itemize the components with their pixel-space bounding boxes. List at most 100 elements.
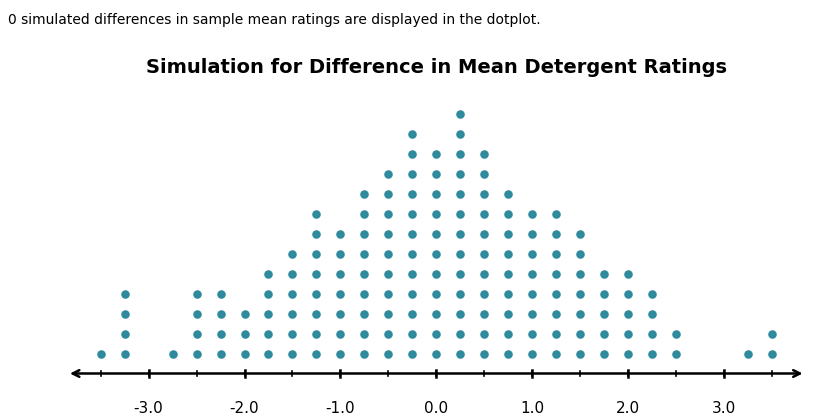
Point [597,350,611,357]
Point [405,270,419,277]
Point [334,290,347,297]
Point [622,350,635,357]
Point [430,150,443,157]
Point [405,190,419,197]
Point [94,350,107,357]
Point [454,111,467,117]
Point [310,230,323,237]
Point [502,230,515,237]
Point [430,310,443,317]
Point [382,171,395,177]
Point [118,310,132,317]
Point [454,350,467,357]
Point [382,270,395,277]
Point [502,310,515,317]
Point [405,330,419,337]
Point [405,290,419,297]
Point [118,330,132,337]
Point [477,230,491,237]
Point [405,230,419,237]
Point [310,310,323,317]
Point [550,270,563,277]
Point [382,230,395,237]
Point [622,330,635,337]
Point [454,190,467,197]
Point [477,250,491,257]
Point [430,290,443,297]
Point [525,250,539,257]
Point [405,310,419,317]
Point [310,270,323,277]
Point [550,210,563,217]
Point [645,310,659,317]
Point [286,310,300,317]
Point [525,350,539,357]
Point [454,270,467,277]
Point [741,350,754,357]
Point [405,210,419,217]
Point [573,350,586,357]
Point [502,290,515,297]
Point [357,350,371,357]
Point [454,230,467,237]
Point [310,250,323,257]
Point [430,210,443,217]
Point [286,290,300,297]
Point [334,250,347,257]
Title: Simulation for Difference in Mean Detergent Ratings: Simulation for Difference in Mean Deterg… [146,58,727,77]
Point [286,350,300,357]
Point [357,270,371,277]
Point [405,130,419,137]
Point [454,150,467,157]
Point [477,150,491,157]
Point [645,290,659,297]
Point [502,190,515,197]
Point [430,190,443,197]
Point [190,310,203,317]
Point [118,290,132,297]
Point [622,290,635,297]
Point [454,310,467,317]
Point [454,210,467,217]
Point [645,350,659,357]
Point [670,330,683,337]
Point [262,310,275,317]
Point [357,290,371,297]
Point [573,270,586,277]
Point [430,230,443,237]
Point [502,210,515,217]
Point [525,230,539,237]
Point [525,310,539,317]
Point [525,290,539,297]
Point [405,150,419,157]
Point [382,190,395,197]
Point [454,171,467,177]
Point [310,330,323,337]
Point [310,290,323,297]
Point [477,210,491,217]
Point [573,290,586,297]
Point [382,290,395,297]
Point [382,210,395,217]
Point [237,350,251,357]
Point [622,270,635,277]
Point [454,290,467,297]
Point [502,250,515,257]
Point [405,350,419,357]
Point [550,250,563,257]
Point [573,310,586,317]
Point [310,210,323,217]
Point [597,310,611,317]
Point [454,330,467,337]
Point [405,250,419,257]
Text: 0 simulated differences in sample mean ratings are displayed in the dotplot.: 0 simulated differences in sample mean r… [8,13,541,26]
Point [550,350,563,357]
Point [454,250,467,257]
Point [334,230,347,237]
Point [382,250,395,257]
Point [597,330,611,337]
Point [405,171,419,177]
Point [286,330,300,337]
Point [645,330,659,337]
Point [382,310,395,317]
